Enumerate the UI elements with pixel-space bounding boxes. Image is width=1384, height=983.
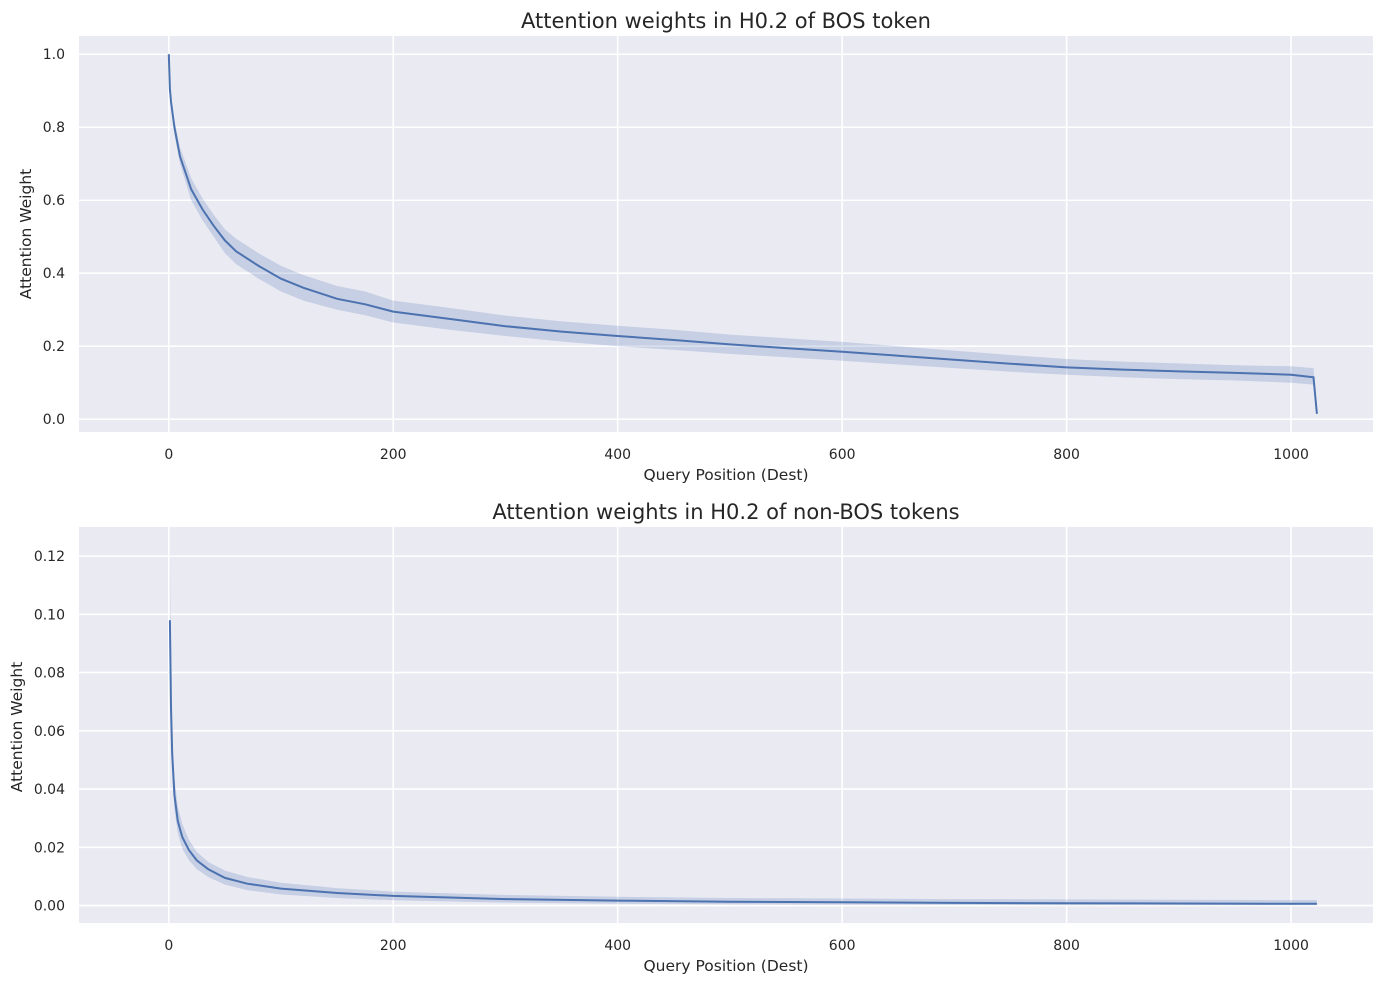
chart-top: 0 200 400 600 800 1000 0.0 0.2 0.4 0.6 0.8 1.0 Att… xyxy=(17,9,1373,484)
x-tick-label: 0 xyxy=(164,938,173,954)
chart-title: Attention weights in H0.2 of BOS token xyxy=(521,9,931,33)
y-axis-label: Attention Weight xyxy=(8,662,26,792)
x-tick-label: 800 xyxy=(1053,938,1080,954)
confidence-band xyxy=(168,54,1317,414)
y-tick-label: 0.2 xyxy=(43,339,65,355)
series-line xyxy=(167,54,1318,414)
x-axis-label: Query Position (Dest) xyxy=(643,466,808,484)
y-tick-label: 0.12 xyxy=(34,549,65,565)
x-tick-label: 600 xyxy=(829,447,856,463)
y-tick-label: 0.0 xyxy=(43,412,65,428)
chart-title: Attention weights in H0.2 of non-BOS tok… xyxy=(492,500,959,524)
y-axis-label: Attention Weight xyxy=(17,169,35,299)
y-tick-label: 0.4 xyxy=(43,266,65,282)
plot-area-bottom xyxy=(79,527,1373,923)
x-tick-label: 200 xyxy=(380,938,407,954)
y-tick-label: 0.8 xyxy=(43,120,65,136)
y-tick-label: 0.6 xyxy=(43,193,65,209)
y-tick-label: 0.10 xyxy=(34,607,65,623)
y-tick-label: 0.08 xyxy=(34,666,65,682)
x-tick-label: 600 xyxy=(829,938,856,954)
y-tick-label: 1.0 xyxy=(43,47,65,63)
x-tick-label: 1000 xyxy=(1273,447,1309,463)
series-line xyxy=(168,620,1317,905)
chart-bottom: 0 200 400 600 800 1000 0.00 0.02 0.04 0.06 0.08 0.… xyxy=(8,500,1373,975)
x-tick-label: 200 xyxy=(380,447,407,463)
x-axis-label: Query Position (Dest) xyxy=(643,957,808,975)
x-tick-label: 400 xyxy=(604,447,631,463)
y-tick-label: 0.04 xyxy=(34,782,65,798)
x-tick-label: 0 xyxy=(164,447,173,463)
y-tick-label: 0.06 xyxy=(34,724,65,740)
plot-area-top xyxy=(79,36,1373,432)
y-tick-label: 0.02 xyxy=(34,840,65,856)
x-tick-label: 400 xyxy=(604,938,631,954)
x-tick-label: 1000 xyxy=(1273,938,1309,954)
y-tick-label: 0.00 xyxy=(34,899,65,915)
x-tick-label: 800 xyxy=(1053,447,1080,463)
